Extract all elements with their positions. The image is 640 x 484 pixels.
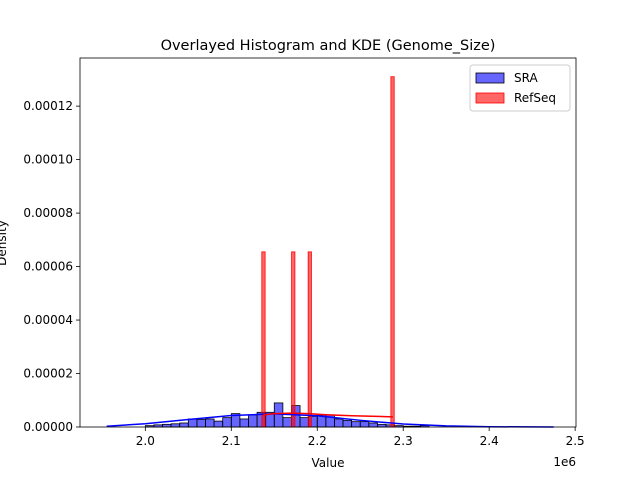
histogram-bar (359, 421, 370, 428)
histogram-bar (213, 420, 224, 428)
y-tick-label: 0.00012 (23, 99, 73, 113)
histogram-bar (261, 251, 266, 428)
y-tick-label: 0.00008 (23, 206, 73, 220)
histogram-bar (282, 417, 292, 428)
legend-label: SRA (514, 71, 538, 85)
y-tick-label: 0.00006 (23, 260, 73, 274)
legend-swatch (475, 92, 505, 104)
y-tick-label: 0.00002 (23, 367, 73, 381)
histogram-bar (248, 414, 258, 428)
x-tick-label: 2.2 (308, 434, 327, 448)
kde-line (263, 412, 393, 418)
x-tick-label: 2.1 (222, 434, 241, 448)
legend-label: RefSeq (514, 91, 556, 105)
histogram-bar (334, 418, 344, 428)
x-tick-label: 2.5 (566, 434, 585, 448)
histogram-bar (170, 423, 181, 428)
legend-swatch (475, 72, 505, 84)
histogram-bar (196, 419, 206, 428)
histogram-bar (179, 422, 189, 428)
x-axis-label: Value (312, 456, 345, 470)
histogram-bar (351, 421, 361, 428)
histogram-bar (390, 76, 395, 428)
histogram-bar (239, 418, 249, 428)
histogram-bar (377, 423, 387, 428)
histogram-bar (307, 251, 312, 428)
y-tick-label: 0.00004 (23, 313, 73, 327)
histogram-bar (291, 251, 296, 428)
x-tick-label: 2.4 (480, 434, 499, 448)
y-tick-label: 0.00010 (23, 153, 73, 167)
kde-line (106, 413, 554, 428)
x-tick-label: 2.0 (136, 434, 155, 448)
x-offset-label: 1e6 (553, 455, 576, 469)
histogram-bar (205, 418, 215, 428)
axes-frame (79, 57, 577, 428)
y-tick-label: 0.00000 (23, 420, 73, 434)
histogram-bar (187, 418, 198, 428)
histogram-bar (162, 423, 172, 428)
chart-title: Overlayed Histogram and KDE (Genome_Size… (161, 38, 496, 54)
x-tick-label: 2.3 (394, 434, 413, 448)
histogram-bar (368, 422, 378, 428)
y-axis-label: Density (0, 220, 9, 266)
histogram-bar (342, 419, 353, 428)
histogram-bar (273, 402, 284, 428)
histogram-bar (222, 417, 232, 428)
histogram-bar (299, 417, 310, 428)
